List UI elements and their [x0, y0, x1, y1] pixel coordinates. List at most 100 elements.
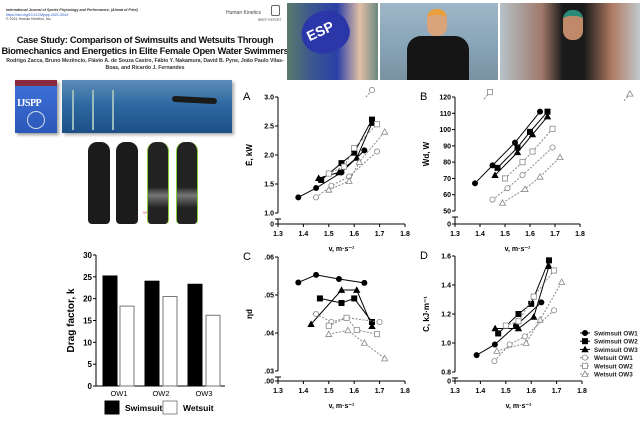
data-point [381, 127, 389, 135]
title-block: Case Study: Comparison of Swimsuits and … [0, 34, 296, 72]
y-tick-label: 1.5 [264, 182, 274, 189]
x-axis-label: v, m·s⁻¹ [506, 403, 532, 410]
data-point [313, 185, 320, 192]
y-tick-label: 3.0 [264, 95, 274, 102]
x-axis-label: v, m·s⁻¹ [329, 403, 355, 410]
swimsuit-front-image [116, 142, 138, 224]
doi-link[interactable]: https://doi.org/10.1123/ijspp.2021-0044 [6, 12, 69, 17]
data-point [374, 121, 381, 128]
y-axis-label: Ẇd, W [422, 141, 431, 166]
data-point [530, 313, 538, 320]
data-point [313, 271, 320, 278]
data-point [374, 148, 381, 155]
legend-marker [581, 370, 589, 377]
data-point [498, 199, 507, 206]
series-line-wetsuit-ow1 [315, 151, 378, 198]
publisher-name: Human Kinetics [226, 10, 262, 16]
data-point [545, 257, 552, 264]
data-point [515, 310, 522, 317]
x-tick-label: OW3 [195, 389, 212, 398]
panel-label: A [243, 91, 251, 103]
data-point [341, 163, 348, 170]
data-point [491, 358, 498, 365]
x-tick-label: 1.3 [273, 231, 283, 238]
series-line-wetsuit-ow1 [315, 313, 380, 323]
y-break-label: 0 [270, 222, 274, 229]
data-point [501, 175, 508, 182]
extra-data-point [368, 87, 375, 94]
data-point [521, 333, 528, 340]
y-tick-label: 10 [83, 338, 92, 347]
y-tick-label: 1.0 [264, 211, 274, 218]
data-point [543, 112, 552, 120]
series-line-wetsuit-ow3 [496, 281, 563, 352]
data-point [495, 330, 502, 337]
cover-logo: IJSPP [17, 98, 42, 109]
x-tick-label: 1.5 [501, 388, 511, 395]
legend-marker [582, 362, 589, 369]
bar-swimsuit-ow1 [102, 275, 118, 387]
data-point [471, 180, 478, 187]
x-tick-label: 1.7 [550, 231, 560, 238]
data-point [368, 322, 376, 329]
data-point [343, 314, 350, 321]
y-tick-label: .03 [264, 369, 274, 376]
x-tick-label: 1.7 [552, 388, 562, 395]
series-line-wetsuit-ow3 [328, 131, 386, 191]
y-tick-label: .04 [264, 331, 274, 338]
legend-label: Swimsuit OW3 [594, 347, 638, 354]
y-axis-label: Drag factor, k [66, 288, 77, 352]
data-point [361, 279, 368, 286]
data-point [529, 148, 536, 155]
series-line-wetsuit-ow2 [504, 128, 553, 179]
x-tick-label: 1.5 [324, 231, 334, 238]
x-tick-label: 1.4 [476, 388, 486, 395]
data-point [361, 147, 368, 154]
data-point [325, 330, 333, 337]
legend-label: Swimsuit [125, 403, 162, 413]
data-point [307, 320, 315, 328]
y-tick-label: 2.5 [264, 124, 274, 131]
legend-label: Swimsuit OW2 [594, 339, 638, 346]
x-axis-label: v, m·s⁻¹ [505, 246, 531, 253]
data-point [325, 322, 332, 329]
y-tick-label: 1.6 [441, 254, 451, 261]
data-point [473, 352, 480, 359]
legend-label: Wetsuit OW3 [594, 372, 633, 379]
data-point [519, 172, 526, 179]
extra-data-point [626, 89, 634, 97]
y-tick-label: 0.8 [441, 370, 451, 377]
data-point [353, 286, 361, 293]
data-point [325, 170, 332, 177]
data-point [360, 339, 369, 346]
x-tick-label: 1.3 [450, 231, 460, 238]
data-point [325, 185, 333, 193]
data-point [338, 299, 345, 306]
data-point [295, 279, 302, 286]
data-point [345, 177, 353, 184]
data-point [353, 154, 361, 161]
series-line-wetsuit-ow1 [492, 147, 553, 200]
extra-data-point [486, 89, 493, 96]
y-tick-label: 5 [88, 360, 93, 369]
copyright: © 2021 Human Kinetics, Inc. [6, 17, 52, 21]
vs-label: VS [143, 211, 148, 215]
data-point [316, 295, 323, 302]
article-type: BRIEF REPORT [258, 17, 282, 22]
data-point [491, 341, 498, 348]
y-axis-label: Ė, kW [245, 144, 254, 166]
y-tick-label: 25 [83, 273, 92, 282]
data-point [537, 108, 544, 115]
data-point [314, 174, 323, 182]
y-tick-label: 1.2 [441, 312, 451, 319]
y-axis-label: ηd [245, 309, 254, 319]
data-point [351, 145, 358, 152]
data-point [494, 164, 501, 171]
swimmer-photo-cap: ESP [287, 2, 378, 80]
journal-name: International Journal of Sports Physiolo… [6, 8, 138, 12]
series-line-wetsuit-ow2 [328, 123, 378, 175]
data-point [530, 293, 537, 300]
data-point [514, 324, 523, 332]
data-point [313, 310, 320, 317]
data-point [313, 194, 320, 201]
